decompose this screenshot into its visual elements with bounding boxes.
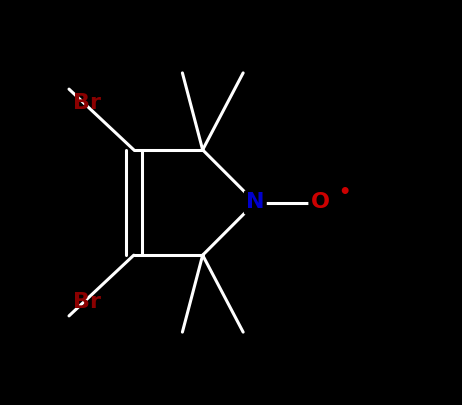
Text: •: • xyxy=(338,183,351,202)
Text: O: O xyxy=(310,192,329,213)
Text: N: N xyxy=(246,192,265,213)
Text: Br: Br xyxy=(73,292,101,312)
Text: Br: Br xyxy=(73,93,101,113)
